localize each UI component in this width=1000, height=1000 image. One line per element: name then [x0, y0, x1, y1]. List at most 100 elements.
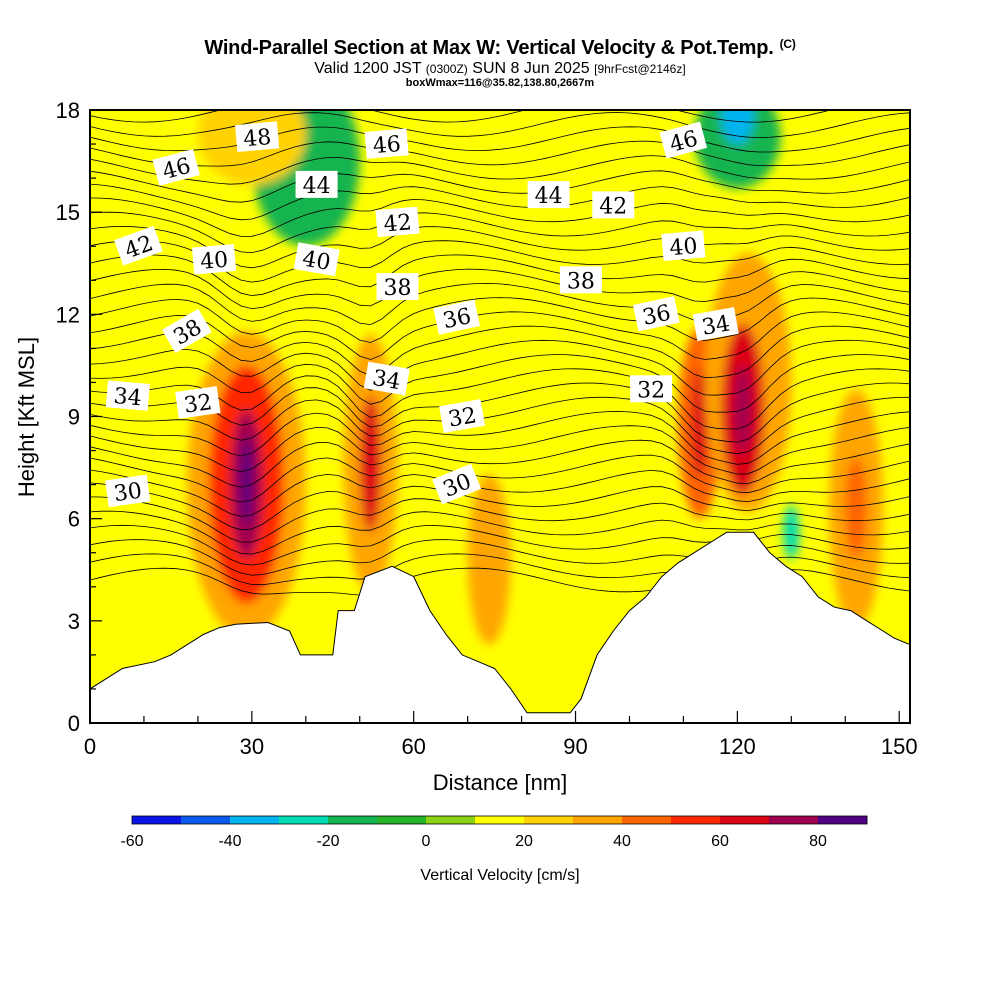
isentrope-line [90, 510, 910, 555]
chart-title: Wind-Parallel Section at Max W: Vertical… [204, 37, 796, 59]
colorbar-swatch [426, 816, 476, 824]
isentrope-line [90, 140, 910, 167]
isentrope-label: 38 [376, 273, 419, 301]
velocity-cell [721, 110, 754, 145]
chart-box-info: boxWmax=116@35.82,138.80,2667m [405, 77, 595, 89]
isentrope-label: 36 [632, 296, 680, 332]
colorbar-tick-label: 20 [515, 833, 533, 850]
isentrope-line [90, 454, 910, 503]
colorbar-tick-label: -40 [218, 833, 241, 850]
isentrope-label: 42 [375, 206, 420, 238]
x-axis-label: Distance [nm] [433, 770, 568, 795]
colorbar-tick-label: -20 [316, 833, 339, 850]
isentrope-line [90, 396, 910, 455]
isentrope-label-text: 34 [370, 366, 402, 395]
colorbar-swatch [524, 816, 574, 824]
colorbar-frame [131, 815, 868, 825]
isentrope-label-text: 38 [567, 269, 595, 294]
isentrope-label-text: 32 [637, 378, 665, 403]
y-axis: 0 3 6 9 12 15 18 [56, 98, 102, 736]
isentrope-line [90, 482, 910, 531]
isentrope-label-text: 34 [113, 384, 143, 411]
isentrope-line [90, 254, 910, 297]
colorbar-swatch [671, 816, 721, 824]
isentrope-line [90, 126, 910, 153]
colorbar-swatch [475, 816, 525, 824]
isentrope-label-text: 36 [441, 304, 474, 334]
isentrope-line [90, 282, 910, 326]
colorbar-tick-label: 80 [809, 833, 827, 850]
colorbar-swatch [181, 816, 231, 824]
isentrope-label-text: 46 [372, 132, 402, 159]
isentrope-line [90, 297, 910, 343]
x-axis: 0 30 60 90 120 150 [84, 711, 918, 759]
isentrope-line [90, 84, 910, 108]
isentrope-label: 40 [191, 244, 237, 275]
isentrope-label-text: 40 [199, 248, 229, 275]
isentrope-label: 42 [114, 225, 163, 266]
isentrope-label: 34 [105, 380, 150, 411]
isentrope-label-text: 38 [384, 276, 412, 301]
isentrope-label: 48 [235, 121, 280, 152]
isentrope-line [90, 354, 910, 413]
isentrope-label: 30 [105, 474, 151, 508]
isentrope-line [90, 539, 910, 576]
isentrope-line [90, 411, 910, 465]
isentrope-line [90, 70, 910, 94]
isentrope-label-text: 40 [668, 234, 698, 261]
velocity-cell [694, 110, 781, 189]
isentrope-label-text: 36 [640, 301, 673, 331]
isentrope-label-text: 30 [112, 479, 143, 508]
isentrope-label: 32 [630, 375, 673, 403]
isentrope-line [90, 524, 910, 566]
isentrope-line [90, 368, 910, 430]
y-tick-label: 0 [68, 711, 80, 736]
isentrope-label-text: 40 [300, 247, 332, 276]
isentrope-label-text: 34 [700, 311, 732, 340]
isentrope-line [90, 155, 910, 185]
isentrope-line [90, 325, 910, 379]
x-tick-label: 30 [240, 734, 264, 759]
isentrope-label: 38 [161, 308, 212, 354]
colorbar: -60 -40 -20 0 20 40 60 80 [120, 815, 868, 850]
colorbar-tick-label: 0 [422, 833, 431, 850]
colorbar-swatch [279, 816, 329, 824]
y-axis-label: Height [Kft MSL] [14, 337, 39, 497]
isentrope-label-text: 32 [183, 390, 214, 419]
isentrope-label-text: 32 [447, 403, 479, 432]
velocity-cell [467, 474, 511, 645]
y-tick-label: 3 [68, 609, 80, 634]
isentrope-label: 44 [527, 181, 570, 209]
colorbar-swatch [573, 816, 623, 824]
isentrope-line [90, 112, 910, 139]
isentrope-line [90, 469, 910, 517]
isentrope-label: 38 [559, 266, 602, 294]
isentrope-label: 34 [363, 361, 410, 396]
x-tick-label: 120 [719, 734, 756, 759]
isentrope-line [90, 496, 910, 543]
isentrope-label: 42 [592, 191, 635, 219]
y-tick-label: 15 [56, 200, 80, 225]
colorbar-swatch [328, 816, 378, 824]
isentrope-label-text: 44 [535, 184, 563, 209]
isentrope-line [90, 170, 910, 203]
colorbar-swatch [769, 816, 819, 824]
velocity-cell [241, 436, 252, 526]
isentrope-label: 46 [364, 128, 409, 159]
colorbar-swatch [230, 816, 280, 824]
isentrope-label: 32 [175, 386, 221, 419]
colorbar-swatch [132, 816, 182, 824]
y-tick-label: 6 [68, 507, 80, 532]
y-tick-label: 12 [56, 302, 80, 327]
isentrope-label-text: 42 [599, 194, 627, 219]
isentrope-line [90, 425, 910, 475]
x-tick-label: 150 [881, 734, 918, 759]
isentrope-label: 32 [439, 399, 486, 433]
colorbar-tick-label: -60 [120, 833, 143, 850]
isentrope-line [90, 439, 910, 488]
velocity-cell [359, 396, 382, 533]
isentrope-label-text: 42 [383, 210, 413, 237]
terrain-mask [90, 531, 910, 723]
x-tick-label: 90 [563, 734, 587, 759]
isentrope-line [90, 268, 910, 310]
